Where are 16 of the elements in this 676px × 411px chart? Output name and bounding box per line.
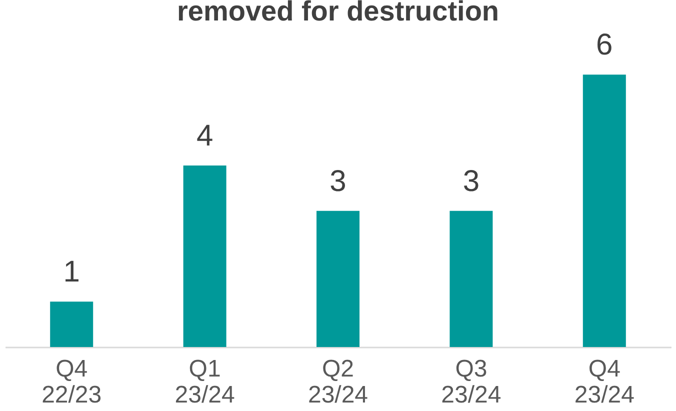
- bar: [316, 210, 360, 347]
- bar: [582, 74, 626, 347]
- bar: [183, 165, 226, 347]
- data-label: 1: [63, 256, 80, 289]
- data-label: 4: [196, 119, 214, 152]
- x-tick-label: Q3 23/24: [441, 356, 502, 408]
- data-label: 3: [330, 164, 346, 198]
- data-label: 3: [462, 164, 480, 198]
- x-tick-label: Q1 23/24: [174, 356, 235, 408]
- bar: [450, 210, 493, 347]
- chart-title: removed for destruction: [176, 0, 500, 27]
- bar: [50, 302, 94, 347]
- x-tick-label: Q4 23/24: [574, 356, 634, 408]
- x-tick-label: Q4 22/23: [42, 356, 102, 408]
- x-tick-label: Q2 23/24: [308, 356, 368, 408]
- data-label: 6: [596, 28, 613, 62]
